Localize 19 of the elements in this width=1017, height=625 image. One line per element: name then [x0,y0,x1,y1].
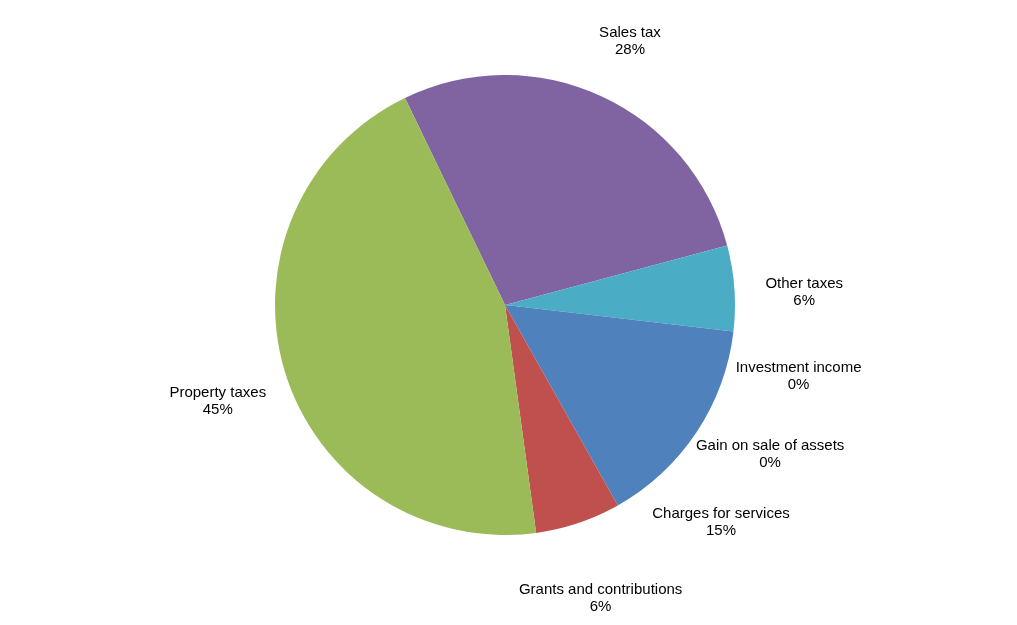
slice-label: Grants and contributions [518,580,683,598]
pie-slice [505,305,618,533]
data-label: 6% [589,597,612,615]
text: 0% [787,374,810,392]
category-label: Investment income [735,357,862,375]
slice-label: Charges for services [652,504,790,522]
pie-slice [404,75,728,305]
data-label: 45% [202,399,233,417]
slice-label: Sales tax [599,23,662,41]
pie-slice [275,97,537,535]
data-label: 6% [793,291,816,309]
slice-label: Property taxes [169,382,267,400]
data-label: 15% [705,521,737,539]
slice-label: Other taxes [765,274,843,292]
data-label: 28% [614,40,645,58]
text: 0% [759,453,781,471]
pie-slice [505,305,734,506]
pie-slice [505,245,735,332]
category-label: Gain on sale of assets [695,436,845,454]
